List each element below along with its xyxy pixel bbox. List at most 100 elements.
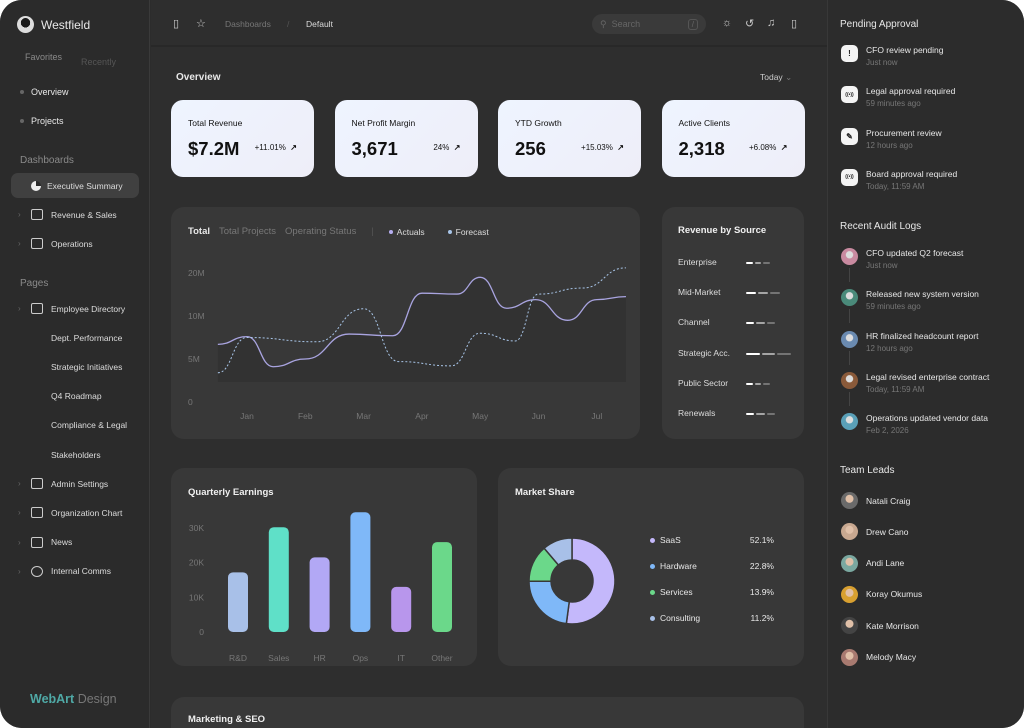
audit-item[interactable]: CFO updated Q2 forecast Just now (841, 248, 963, 270)
donut-chart (528, 537, 616, 625)
history-icon[interactable]: ↺ (745, 18, 755, 30)
pending-item[interactable]: ((•)) Board approval required Today, 11:59… (841, 168, 957, 191)
kpi-card[interactable]: Total Revenue $7.2M +11.01% ↗ (171, 100, 314, 177)
sidebar-item-label: Dept. Performance (51, 332, 123, 343)
item-time: Just now (866, 58, 898, 67)
bar[interactable] (228, 572, 248, 632)
bell-icon[interactable]: ♫ (767, 17, 776, 29)
legend-dot (388, 229, 393, 234)
contact-icon (31, 303, 43, 314)
x-tick-label: Other (431, 653, 452, 663)
pending-item[interactable]: ((•)) Legal approval required 59 minutes a… (841, 86, 955, 108)
search-icon: ⚲ (600, 18, 607, 29)
sidebar-item-page[interactable]: › Organization Chart (11, 500, 139, 525)
sidebar-item-page[interactable]: › News (11, 530, 139, 555)
divider: | (371, 226, 374, 237)
sidebar-item-label: Stakeholders (51, 449, 101, 460)
tab-operating-status[interactable]: Operating Status (285, 226, 357, 237)
tab-recently[interactable]: Recently (81, 57, 117, 67)
breadcrumb-dashboards[interactable]: Dashboards (225, 19, 271, 29)
sidebar-item-revenue-sales[interactable]: › Revenue & Sales (11, 202, 139, 227)
team-lead-item[interactable]: Melody Macy (841, 648, 917, 666)
bar[interactable] (432, 542, 452, 632)
sidebar-item-page[interactable]: › Employee Directory (11, 296, 139, 321)
audit-item[interactable]: HR finalized headcount report 12 hours ag… (841, 330, 979, 353)
sidebar-toggle-icon[interactable]: ▯ (173, 18, 180, 30)
legend-value: 13.9% (749, 587, 774, 597)
sidebar-item-page[interactable]: Stakeholders (11, 442, 139, 467)
source-sparkline (746, 262, 770, 264)
item-title: HR finalized headcount report (866, 330, 979, 341)
sparkline-segment (766, 413, 775, 415)
sun-icon[interactable]: ☼ (722, 17, 733, 29)
sparkline-segment (754, 382, 761, 385)
item-time: Just now (866, 261, 898, 270)
tab-total[interactable]: Total (188, 226, 210, 237)
kpi-card[interactable]: Active Clients 2,318 +6.08% ↗ (661, 100, 805, 177)
audit-item[interactable]: Operations updated vendor data Feb 2, 202… (841, 413, 988, 435)
avatar (17, 16, 34, 33)
bar[interactable] (309, 557, 330, 632)
sparkline-segment (770, 292, 780, 295)
item-time: 59 minutes ago (866, 302, 921, 312)
audit-item[interactable]: Legal revised enterprise contract Today, … (841, 371, 989, 394)
sparkline-segment (746, 382, 753, 385)
kpi-card[interactable]: YTD Growth 256 +15.03% ↗ (498, 100, 641, 177)
slice-consulting[interactable] (543, 537, 573, 567)
sidebar-item-operations[interactable]: › Operations (11, 231, 139, 256)
lead-name: Melody Macy (866, 652, 917, 662)
audit-item[interactable]: Released new system version 59 minutes ag… (841, 289, 979, 311)
star-icon[interactable]: ☆ (196, 18, 206, 30)
series-forecast-line (217, 267, 626, 374)
sparkline-segment (763, 382, 770, 385)
sidebar-item-page[interactable]: Strategic Initiatives (11, 354, 139, 379)
slice-saas[interactable] (565, 537, 616, 625)
kpi-value: 3,671 (351, 138, 398, 159)
sidebar-item-page[interactable]: › Internal Comms (11, 559, 139, 584)
tab-total-projects[interactable]: Total Projects (219, 226, 277, 237)
kpi-card[interactable]: Net Profit Margin 3,671 24% ↗ (334, 100, 478, 177)
pending-item[interactable]: ✎ Procurement review 12 hours ago (841, 127, 942, 150)
sidebar-item-page[interactable]: Dept. Performance (11, 325, 139, 350)
legend-value: 11.2% (750, 613, 774, 623)
pending-item[interactable]: ! CFO review pending Just now (841, 45, 943, 67)
bar[interactable] (391, 586, 412, 632)
team-lead-item[interactable]: Drew Cano (841, 523, 909, 541)
sidebar-item-label: Operations (51, 238, 93, 249)
period-select[interactable]: Today ⌄ (760, 72, 792, 83)
market-share-card: Market Share SaaS 52.1% Hardware 22.8% Servi… (498, 468, 804, 666)
slice-hardware[interactable] (528, 580, 571, 625)
item-title: CFO updated Q2 forecast (866, 248, 964, 258)
x-tick-label: Apr (415, 411, 428, 421)
item-title: Legal approval required (866, 86, 956, 97)
team-lead-item[interactable]: Kate Morrison (841, 617, 919, 635)
bar[interactable] (350, 512, 371, 632)
x-tick-label: HR (313, 653, 325, 663)
avatar (841, 617, 858, 635)
x-tick-label: May (472, 411, 489, 421)
legend-dot (650, 563, 655, 569)
favorite-overview[interactable]: Overview (20, 87, 69, 97)
search-input[interactable]: ⚲ Search / (592, 14, 706, 34)
bar[interactable] (268, 527, 289, 632)
timeline-line (849, 268, 850, 282)
legend-item: Services 13.9% (650, 587, 774, 597)
sidebar-item-label: Revenue & Sales (51, 209, 117, 220)
favorite-projects[interactable]: Projects (20, 116, 64, 126)
y-tick-label: 30K (189, 523, 204, 533)
team-lead-item[interactable]: Natali Craig (841, 492, 910, 509)
sidebar-item-page[interactable]: Q4 Roadmap (11, 384, 139, 409)
panel-toggle-icon[interactable]: ▯ (791, 18, 798, 30)
team-lead-item[interactable]: Koray Okumus (841, 585, 922, 603)
legend-dot (650, 615, 655, 621)
team-lead-item[interactable]: Andi Lane (841, 554, 904, 572)
kpi-value: 256 (515, 138, 546, 159)
workspace-switcher[interactable]: Westfield (17, 16, 90, 33)
legend-label: Services (660, 587, 693, 597)
tab-favorites[interactable]: Favorites (25, 52, 63, 62)
sparkline-segment (756, 413, 765, 415)
sidebar-item-page[interactable]: › Admin Settings (11, 471, 139, 496)
sidebar-item-page[interactable]: Compliance & Legal (11, 413, 139, 438)
series-actuals-line (217, 276, 626, 368)
sidebar-item-executive-summary[interactable]: Executive Summary (11, 173, 139, 198)
